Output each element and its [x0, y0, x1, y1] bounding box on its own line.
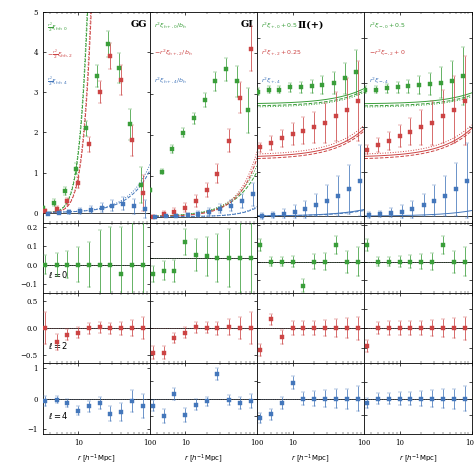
- Text: $\frac{r^2}{2}\xi_{hh,0}$: $\frac{r^2}{2}\xi_{hh,0}$: [47, 20, 68, 35]
- Text: GG: GG: [130, 20, 146, 29]
- X-axis label: $r\ [h^{-1}{\rm Mpc}]$: $r\ [h^{-1}{\rm Mpc}]$: [399, 452, 438, 465]
- Text: $r^2\xi_{-,4}$: $r^2\xi_{-,4}$: [369, 75, 389, 85]
- Text: $-r^2\xi_{-,2}+0$: $-r^2\xi_{-,2}+0$: [369, 48, 405, 57]
- Text: GI: GI: [241, 20, 254, 29]
- X-axis label: $r\ [h^{-1}{\rm Mpc}]$: $r\ [h^{-1}{\rm Mpc}]$: [184, 452, 223, 465]
- Text: $r^2\xi_{-,0}+0.5$: $r^2\xi_{-,0}+0.5$: [369, 20, 406, 30]
- Text: $-\frac{r^2}{2}\xi_{hh,2}$: $-\frac{r^2}{2}\xi_{hh,2}$: [47, 48, 73, 62]
- Text: $\ell=2$: $\ell=2$: [48, 340, 68, 351]
- Text: $\frac{r^2}{2}\xi_{hh,4}$: $\frac{r^2}{2}\xi_{hh,4}$: [47, 75, 68, 90]
- Text: $\ell=0$: $\ell=0$: [48, 269, 69, 281]
- Text: $\ell=4$: $\ell=4$: [48, 410, 69, 421]
- X-axis label: $r\ [h^{-1}{\rm Mpc}]$: $r\ [h^{-1}{\rm Mpc}]$: [292, 452, 330, 465]
- Text: $r^2\xi_{+,2}+0.25$: $r^2\xi_{+,2}+0.25$: [262, 48, 302, 57]
- Text: $r^2\xi_{+,0}+0.5$: $r^2\xi_{+,0}+0.5$: [262, 20, 299, 30]
- Text: $-r^2\xi_{h+,2}/b_h$: $-r^2\xi_{h+,2}/b_h$: [154, 48, 192, 57]
- Text: $r^2\xi_{h+,4}/b_h$: $r^2\xi_{h+,4}/b_h$: [154, 75, 187, 85]
- Text: II(+): II(+): [297, 20, 324, 29]
- Text: $r^2\xi_{h+,0}/b_h$: $r^2\xi_{h+,0}/b_h$: [154, 20, 187, 30]
- Text: $r^2\xi_{+,4}$: $r^2\xi_{+,4}$: [262, 75, 281, 85]
- X-axis label: $r\ [h^{-1}{\rm Mpc}]$: $r\ [h^{-1}{\rm Mpc}]$: [77, 452, 116, 465]
